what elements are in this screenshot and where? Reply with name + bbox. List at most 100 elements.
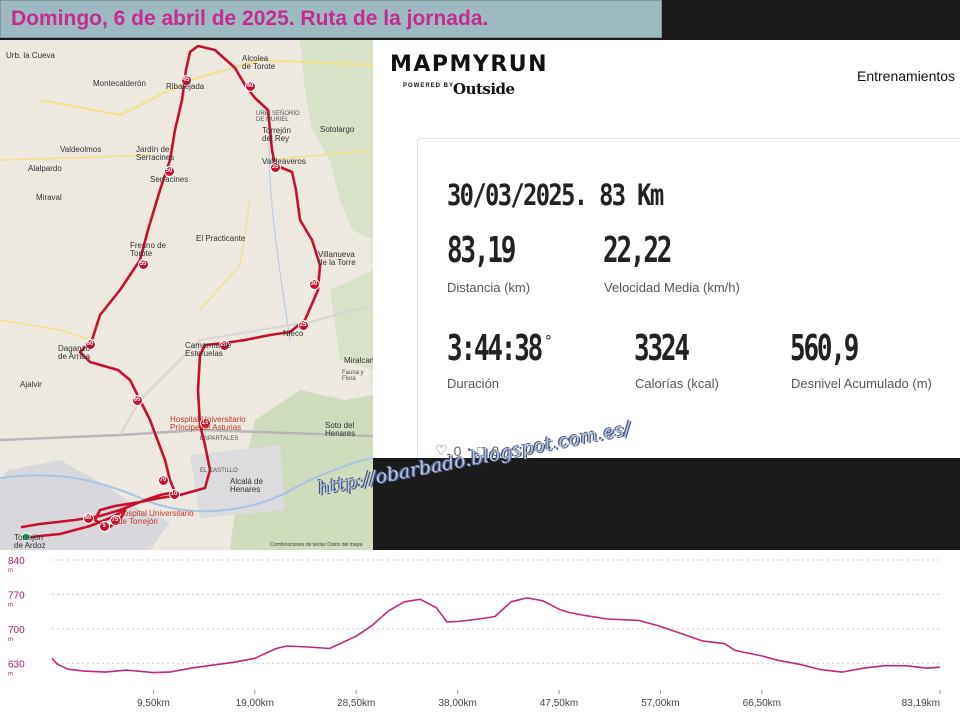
route-km-marker[interactable]: 50 [163, 165, 175, 177]
mapmyrun-logo[interactable]: MAPMYRUN [390, 52, 549, 77]
map-attribution: Combinaciones de teclas Datos del mapa [270, 542, 363, 548]
route-km-marker[interactable]: 40 [244, 80, 256, 92]
map-place-label: Fresno de Torote [130, 241, 167, 259]
map-place-label: Camarma de Esteruelas [185, 341, 232, 359]
elevation-series-line [51, 597, 941, 674]
map-place-label: Villanueva de la Torre [318, 250, 356, 268]
road-m123 [0, 154, 151, 161]
terrain-hills-ne [300, 40, 373, 240]
y-tick-label: 630 [8, 659, 25, 670]
workout-card [417, 138, 960, 458]
elevation-gain-label: Desnivel Acumulado (m) [791, 376, 932, 391]
map-place-label: Montecalderón [93, 79, 146, 88]
x-tick-label: 19,00km [236, 698, 274, 709]
route-km-marker[interactable]: 75 [109, 514, 121, 526]
map-place-label: Miralcam [344, 356, 373, 365]
page-title: Domingo, 6 de abril de 2025. Ruta de la … [11, 7, 489, 30]
duration-label: Duración [447, 376, 500, 391]
comment-icon[interactable]: □ [476, 442, 486, 459]
x-tick-label: 66,50km [743, 698, 781, 709]
map-place-label: ESPARTALES [200, 436, 239, 442]
river-torote [268, 109, 291, 341]
x-tick-label: 38,00km [438, 698, 476, 709]
map-place-label: Ribatejada [166, 82, 205, 91]
route-km-marker[interactable]: 15 [199, 417, 211, 429]
outside-logo: Outside [453, 80, 515, 98]
map-place-label: Nieco [283, 329, 304, 338]
map-place-label: Hospital Universitario de Torrejón [118, 509, 194, 527]
x-tick-label: 28,50km [337, 698, 375, 709]
elevation-gain-value: 560,9 [790, 328, 859, 369]
terrain-hills-e [330, 270, 373, 370]
calories-value: 3324 [634, 328, 690, 369]
route-km-marker[interactable]: 25 [297, 319, 309, 331]
map-place-label: Valdeolmos [60, 145, 102, 154]
likes-count: 0 [453, 442, 462, 459]
info-icon[interactable]: ⚬ [543, 330, 554, 345]
route-km-marker[interactable]: 70 [157, 474, 169, 486]
road-r2 [119, 304, 373, 436]
map-place-label: Miraval [36, 193, 62, 202]
route-km-marker[interactable]: 30 [308, 278, 320, 290]
x-tick-label: 47,50km [540, 698, 578, 709]
speed-label: Velocidad Media (km/h) [604, 280, 740, 295]
map-place-label: Torrejón de Ardoz [14, 533, 46, 550]
y-tick-label: 700 [8, 625, 25, 636]
title-box: Domingo, 6 de abril de 2025. Ruta de la … [0, 0, 662, 38]
map-place-label: Urb. la Cueva [6, 51, 55, 60]
map-place-label: Torrejón del Rey [262, 126, 291, 144]
map-place-label: Fauna y Flora [342, 370, 364, 383]
route-km-marker[interactable]: 5 [98, 520, 110, 532]
route-map[interactable]: 5 10 15 20 25 30 35 40 45 50 55 60 65 70 75 80 Urb. la … [0, 40, 373, 550]
map-place-label: Sotolargo [320, 125, 355, 134]
map-place-label: Alcolea de Torote [242, 54, 276, 72]
y-tick-label: 840 [8, 556, 25, 567]
distance-value: 83,19 [447, 230, 516, 271]
duration-value: 3:44:38 [447, 328, 543, 369]
y-tick-label: 770 [8, 590, 25, 601]
map-place-label: Jardín de Serracines [136, 145, 175, 163]
y-unit-label: m [8, 637, 13, 643]
route-km-marker[interactable]: 80 [82, 512, 94, 524]
workout-title: 30/03/2025. 83 Km [447, 178, 664, 212]
calories-label: Calorías (kcal) [635, 376, 719, 391]
y-unit-label: m [8, 568, 13, 574]
elevation-profile: 840 m 770 m 700 m 630 m 9,50km 19,00km 28,50km 38,0… [0, 550, 960, 720]
route-km-marker[interactable]: 65 [131, 394, 143, 406]
nav-workouts-link[interactable]: Entrenamientos [857, 68, 956, 84]
map-place-label: Alcalá de Henares [230, 477, 263, 495]
map-place-label: Ajalvir [20, 380, 42, 389]
start-marker [21, 532, 31, 542]
x-tick-label: 83,19km [902, 698, 940, 709]
distance-label: Distancia (km) [447, 280, 531, 295]
x-tick-label: 9,50km [137, 698, 170, 709]
road-n320 [269, 149, 373, 161]
route-km-marker[interactable]: 45 [180, 74, 192, 86]
x-tick-label: 57,00km [641, 698, 679, 709]
map-place-label: Valdeaveros [262, 157, 306, 166]
comments-count: 0 [491, 442, 500, 459]
route-km-marker[interactable]: 35 [269, 161, 281, 173]
y-unit-label: m [8, 602, 13, 608]
powered-by-label: POWERED BY [403, 83, 455, 89]
map-place-label: Soto del Henares [325, 421, 356, 439]
map-place-label: El Practicante [196, 234, 246, 243]
route-km-marker[interactable]: 10 [168, 488, 180, 500]
map-place-label: URB. SEÑORÍO DE MURIEL [256, 111, 300, 124]
social-bar: ♡ 0 • □ 0 [435, 442, 499, 458]
dark-panel [373, 458, 960, 550]
like-icon[interactable]: ♡ [435, 442, 448, 458]
map-place-label: EL CASTILLO [200, 468, 238, 474]
route-km-marker[interactable]: 60 [84, 338, 96, 350]
map-place-label: Serracines [150, 175, 189, 184]
route-km-marker[interactable]: 55 [137, 258, 149, 270]
road-m118 [0, 319, 91, 341]
river-henares [0, 457, 373, 513]
urban-torrejon [0, 460, 170, 550]
map-place-label: Daganzo de Arriba [58, 344, 91, 362]
mapmyrun-panel: MAPMYRUN POWERED BY Outside Entrenamient… [373, 40, 960, 458]
road-m119 [199, 199, 251, 311]
route-km-marker[interactable]: 20 [218, 339, 230, 351]
